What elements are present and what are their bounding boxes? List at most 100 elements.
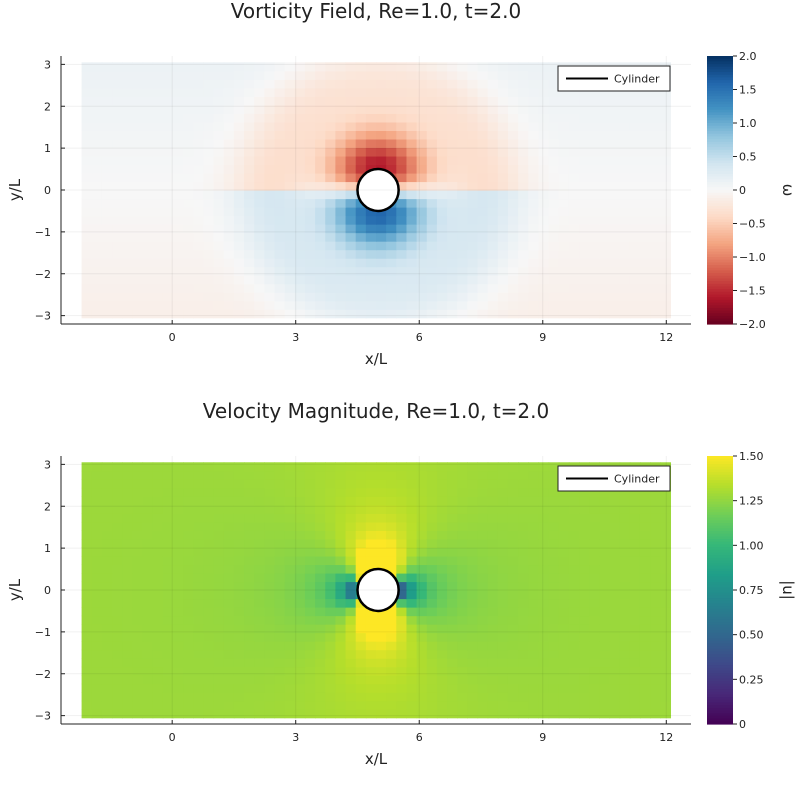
heatmap-cell (406, 641, 418, 651)
heatmap-cell (122, 555, 133, 566)
heatmap-cell (132, 572, 144, 583)
colorbar-segment (707, 555, 733, 559)
heatmap-cell (112, 632, 123, 642)
heatmap-cell (325, 155, 336, 166)
heatmap-cell (619, 113, 631, 123)
heatmap-cell (416, 275, 428, 285)
heatmap-cell (457, 530, 468, 540)
heatmap-cell (660, 692, 672, 702)
heatmap-cell (142, 530, 154, 540)
heatmap-cell (81, 147, 93, 157)
heatmap-cell (507, 547, 519, 557)
heatmap-cell (122, 487, 133, 497)
heatmap-cell (304, 666, 316, 676)
heatmap-cell (142, 590, 154, 600)
heatmap-cell (345, 658, 357, 668)
heatmap-cell (112, 479, 123, 489)
heatmap-cell (264, 138, 276, 149)
colorbar-segment (707, 267, 733, 271)
heatmap-cell (426, 104, 438, 114)
heatmap-cell (538, 479, 550, 489)
colorbar-segment (707, 152, 733, 156)
colorbar-segment (707, 721, 733, 725)
heatmap-cell (264, 172, 276, 183)
heatmap-cell (183, 700, 194, 710)
heatmap-cell (457, 607, 468, 617)
colorbar-segment (707, 477, 733, 481)
heatmap-cell (396, 224, 408, 234)
heatmap-cell (162, 172, 174, 183)
colorbar-segment (707, 584, 733, 588)
heatmap-cell (172, 181, 184, 191)
heatmap-cell (152, 530, 164, 540)
heatmap-cell (254, 258, 265, 268)
heatmap-cell (507, 283, 519, 293)
heatmap-cell (568, 521, 580, 531)
heatmap-cell (304, 598, 316, 608)
heatmap-cell (396, 249, 408, 259)
heatmap-cell (467, 709, 479, 719)
heatmap-cell (233, 96, 245, 106)
heatmap-cell (365, 649, 377, 659)
heatmap-cell (91, 104, 103, 114)
heatmap-cell (568, 590, 580, 600)
heatmap-cell (507, 462, 519, 472)
heatmap-cell (447, 181, 458, 191)
heatmap-cell (447, 513, 458, 523)
heatmap-cell (132, 700, 144, 710)
heatmap-cell (650, 155, 661, 166)
heatmap-cell (396, 275, 408, 285)
heatmap-cell (487, 147, 499, 157)
heatmap-cell (579, 683, 590, 693)
heatmap-cell (548, 521, 560, 531)
colorbar-segment (707, 697, 733, 701)
heatmap-cell (183, 147, 194, 157)
heatmap-cell (396, 521, 408, 531)
heatmap-cell (183, 241, 194, 251)
heatmap-cell (568, 283, 580, 293)
heatmap-cell (599, 624, 611, 634)
heatmap-cell (91, 572, 103, 583)
heatmap-cell (660, 172, 672, 183)
heatmap-cell (579, 300, 590, 310)
heatmap-cell (558, 138, 570, 149)
heatmap-cell (91, 598, 103, 608)
heatmap-cell (447, 641, 458, 651)
heatmap-cell (558, 632, 570, 642)
colorbar-segment (707, 302, 733, 306)
heatmap-cell (365, 283, 377, 293)
heatmap-cell (284, 692, 296, 702)
heatmap-cell (650, 538, 661, 549)
heatmap-cell (274, 113, 286, 123)
heatmap-cell (386, 283, 397, 293)
heatmap-cell (304, 79, 316, 89)
heatmap-cell (91, 249, 103, 259)
heatmap-cell (538, 504, 550, 514)
heatmap-cell (619, 87, 631, 97)
heatmap-cell (416, 147, 428, 157)
heatmap-cell (609, 249, 621, 259)
heatmap-cell (447, 521, 458, 531)
heatmap-cell (406, 564, 418, 574)
heatmap-cell (355, 607, 367, 617)
heatmap-cell (294, 300, 306, 310)
heatmap-cell (629, 624, 641, 634)
heatmap-cell (223, 155, 235, 166)
heatmap-cell (619, 530, 631, 540)
heatmap-cell (497, 479, 509, 489)
heatmap-cell (132, 87, 144, 97)
heatmap-cell (579, 258, 590, 268)
heatmap-cell (497, 513, 509, 523)
heatmap-cell (112, 147, 123, 157)
heatmap-cell (122, 241, 133, 251)
heatmap-cell (386, 564, 397, 574)
heatmap-cell (193, 164, 205, 174)
heatmap-cell (152, 96, 164, 106)
heatmap-cell (264, 249, 276, 259)
heatmap-cell (81, 275, 93, 285)
heatmap-cell (558, 581, 570, 591)
heatmap-cell (101, 547, 113, 557)
heatmap-cell (650, 164, 661, 174)
heatmap-cell (629, 300, 641, 310)
heatmap-cell (315, 521, 326, 531)
